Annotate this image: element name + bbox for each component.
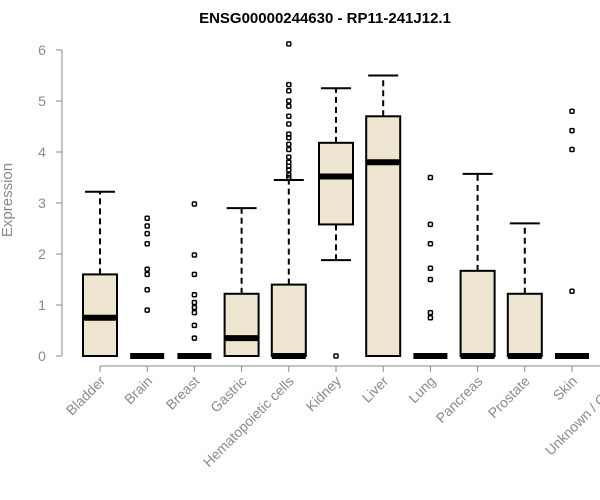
box	[270, 283, 307, 358]
outlier-point	[191, 322, 198, 329]
outlier-point	[427, 241, 434, 247]
y-axis-label: Expression	[0, 163, 16, 237]
outlier-point	[569, 146, 575, 153]
x-tick-label: Liver	[359, 373, 392, 406]
x-tick-label: Bladder	[63, 373, 109, 419]
outlier-point	[286, 41, 292, 47]
outlier-point	[427, 221, 434, 228]
outlier-point	[191, 309, 198, 316]
outlier-point	[144, 271, 150, 278]
box	[223, 292, 260, 357]
outlier-point	[191, 252, 198, 258]
outlier-point	[144, 241, 150, 247]
outlier-point	[144, 286, 150, 293]
outlier-point	[191, 299, 198, 306]
y-tick-label: 0	[38, 348, 46, 364]
box-group	[506, 222, 543, 359]
outlier-point	[286, 141, 292, 148]
box-group	[177, 201, 212, 359]
outlier-point	[427, 276, 434, 283]
outlier-point	[191, 304, 198, 311]
x-tick-label: Prostate	[485, 373, 533, 421]
outlier-point	[286, 113, 292, 120]
outlier-point	[286, 103, 292, 109]
outlier-point	[569, 127, 575, 134]
outlier-point	[144, 230, 150, 237]
outlier-point	[286, 167, 292, 173]
outlier-point	[286, 134, 292, 141]
x-tick-label: Hematopoietic cells	[200, 373, 297, 470]
outlier-point	[569, 288, 575, 294]
x-tick-label: Lung	[405, 373, 438, 406]
box	[365, 115, 402, 357]
outlier-point	[286, 172, 292, 178]
y-tick-label: 4	[38, 144, 46, 160]
y-tick-label: 6	[38, 42, 46, 58]
outlier-point	[427, 265, 434, 272]
box-group	[130, 215, 165, 359]
outlier-point	[286, 98, 292, 104]
box-group	[223, 207, 260, 357]
outlier-point	[286, 121, 292, 127]
outlier-point	[286, 154, 292, 160]
box-group	[413, 174, 448, 359]
outlier-point	[427, 315, 434, 321]
outlier-point	[286, 81, 292, 88]
y-axis: 0 1 2 3 4 5 6	[38, 42, 63, 364]
outlier-point	[286, 88, 292, 94]
y-tick-label: 3	[38, 195, 46, 211]
outlier-point	[569, 108, 575, 114]
outlier-point	[144, 307, 150, 313]
outlier-point	[333, 353, 339, 359]
outlier-point	[191, 335, 198, 341]
y-tick-label: 1	[38, 297, 46, 313]
x-tick-label: Gastric	[207, 373, 250, 416]
x-tick-label: Pancreas	[433, 373, 486, 426]
outlier-point	[191, 292, 198, 298]
outlier-point	[144, 215, 150, 222]
y-tick-label: 5	[38, 93, 46, 109]
x-tick-label: Kidney	[303, 373, 345, 415]
box-group	[555, 108, 589, 359]
box	[506, 292, 543, 357]
outlier-point	[144, 223, 150, 229]
outlier-point	[286, 146, 292, 153]
box-group	[459, 172, 496, 359]
x-tick-label: Skin	[550, 373, 581, 404]
x-tick-label: Breast	[163, 373, 203, 413]
outlier-point	[144, 266, 150, 273]
outlier-point	[286, 174, 292, 181]
outlier-point	[427, 309, 434, 316]
x-tick-label: Brain	[121, 373, 155, 407]
y-tick-label: 2	[38, 246, 46, 262]
outlier-point	[191, 201, 198, 207]
box	[318, 141, 354, 226]
outlier-point	[191, 271, 198, 278]
box-group	[365, 74, 402, 357]
chart-title: ENSG00000244630 - RP11-241J12.1	[199, 10, 451, 27]
outlier-point	[427, 174, 434, 181]
box	[459, 269, 496, 357]
box-group	[318, 87, 354, 359]
box-group	[270, 41, 307, 359]
plot-area	[82, 41, 589, 359]
box-group	[82, 190, 118, 357]
